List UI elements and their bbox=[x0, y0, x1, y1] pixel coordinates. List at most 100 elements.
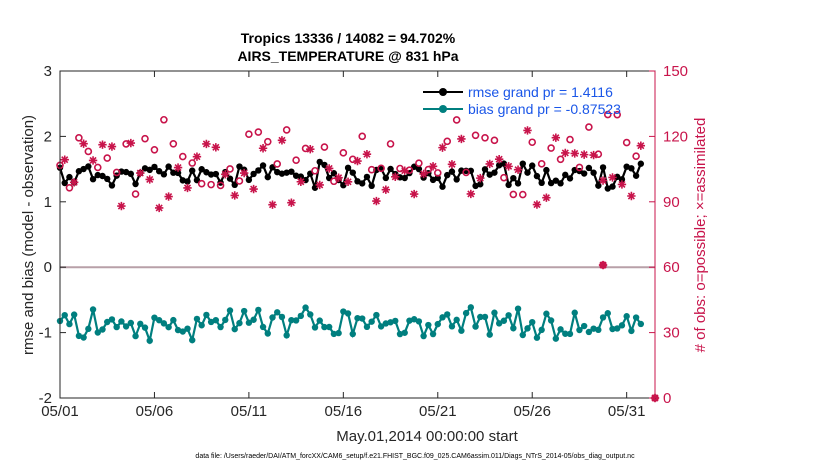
assimilated-point bbox=[173, 163, 183, 172]
bias-point bbox=[429, 330, 437, 338]
bias-point bbox=[349, 330, 356, 338]
rmse-point bbox=[151, 163, 158, 171]
rmse-point bbox=[155, 168, 163, 175]
bias-point bbox=[179, 328, 186, 335]
bias-point bbox=[311, 324, 319, 331]
possible-point bbox=[518, 190, 527, 199]
bias-point bbox=[127, 319, 135, 327]
assimilated-point bbox=[353, 156, 362, 166]
possible-point bbox=[207, 180, 215, 189]
possible-point bbox=[415, 159, 423, 167]
possible-point bbox=[93, 163, 102, 172]
possible-point bbox=[613, 110, 622, 119]
rmse-point bbox=[311, 184, 319, 191]
rmse-point bbox=[481, 166, 489, 173]
possible-point bbox=[103, 154, 112, 162]
bias-point bbox=[557, 326, 564, 333]
assimilated-point bbox=[69, 178, 79, 187]
assimilated-point bbox=[277, 136, 287, 145]
bias-point bbox=[231, 325, 238, 333]
possible-point bbox=[216, 181, 225, 190]
bias-point bbox=[368, 318, 375, 325]
rmse-point bbox=[146, 166, 153, 174]
bias-point bbox=[614, 325, 621, 332]
rmse-point bbox=[599, 164, 607, 171]
bias-point bbox=[377, 323, 385, 330]
assimilated-point bbox=[372, 196, 381, 206]
y-right-tick-label: 120 bbox=[663, 128, 688, 145]
possible-point bbox=[169, 139, 178, 148]
x-tick-label: 05/11 bbox=[231, 403, 267, 420]
y-tick-label: 0 bbox=[44, 259, 52, 276]
bias-point bbox=[259, 323, 267, 331]
bias-point bbox=[113, 323, 120, 331]
bias-point bbox=[585, 328, 593, 336]
rmse-point bbox=[170, 169, 177, 176]
possible-point bbox=[339, 149, 348, 157]
rmse-point bbox=[85, 163, 92, 170]
bias-line-1 bbox=[59, 304, 585, 345]
assimilated-point bbox=[136, 168, 145, 178]
rmse-point bbox=[66, 173, 73, 181]
assimilated-point bbox=[60, 155, 69, 164]
assimilated-point bbox=[438, 143, 447, 152]
possible-point bbox=[245, 130, 253, 139]
bias-point bbox=[495, 320, 503, 327]
bias-point bbox=[184, 325, 191, 332]
assimilated-point bbox=[589, 150, 598, 160]
rmse-point bbox=[632, 172, 640, 179]
bias-point bbox=[335, 329, 342, 337]
rmse-point bbox=[505, 181, 512, 189]
bias-point bbox=[538, 326, 545, 334]
rmse-point bbox=[453, 176, 460, 183]
possible-point bbox=[622, 138, 631, 147]
rmse-point bbox=[198, 166, 205, 173]
rmse-point bbox=[448, 168, 456, 175]
rmse-point bbox=[207, 171, 215, 178]
legend-rmse-marker bbox=[439, 88, 447, 96]
rmse-point bbox=[377, 165, 385, 172]
legend-bias-marker bbox=[439, 105, 447, 113]
possible-point bbox=[160, 115, 168, 124]
bias-point bbox=[132, 332, 139, 340]
bias-point bbox=[80, 334, 87, 341]
rmse-point bbox=[288, 168, 295, 175]
y-tick-label: 1 bbox=[44, 194, 52, 211]
assimilated-point bbox=[221, 170, 230, 179]
rmse-point bbox=[80, 165, 87, 173]
rmse-point bbox=[231, 181, 238, 189]
bias-point bbox=[519, 331, 526, 339]
bias-point bbox=[122, 323, 130, 330]
rmse-point bbox=[184, 178, 191, 185]
bias-point bbox=[477, 313, 484, 321]
assimilated-point bbox=[494, 155, 504, 164]
rmse-point bbox=[264, 173, 271, 181]
assimilated-point bbox=[627, 191, 636, 201]
rmse-point bbox=[382, 174, 390, 182]
rmse-point bbox=[595, 182, 602, 189]
bias-point bbox=[198, 322, 205, 329]
rmse-point bbox=[562, 171, 569, 179]
bias-point bbox=[543, 310, 550, 317]
rmse-point bbox=[510, 174, 517, 182]
rmse-point bbox=[127, 170, 135, 178]
assimilated-point bbox=[579, 150, 589, 159]
rmse-point bbox=[609, 183, 616, 190]
assimilated-point bbox=[88, 156, 98, 165]
assimilated-point bbox=[381, 185, 391, 194]
possible-point bbox=[537, 160, 546, 168]
possible-point bbox=[556, 155, 565, 164]
assimilated-point bbox=[287, 198, 296, 207]
assimilated-point bbox=[523, 126, 532, 135]
bias-point bbox=[325, 323, 333, 331]
legend-rmse-label: rmse grand pr = 1.4116 bbox=[468, 84, 613, 100]
bias-point bbox=[321, 323, 328, 331]
possible-point bbox=[509, 190, 518, 199]
x-tick-label: 05/16 bbox=[325, 403, 363, 420]
bias-point bbox=[108, 316, 116, 323]
possible-point bbox=[443, 137, 452, 146]
assimilated-point bbox=[391, 172, 400, 182]
rmse-point bbox=[255, 167, 262, 174]
x-tick-label: 05/31 bbox=[608, 403, 646, 420]
rmse-point bbox=[529, 162, 536, 169]
